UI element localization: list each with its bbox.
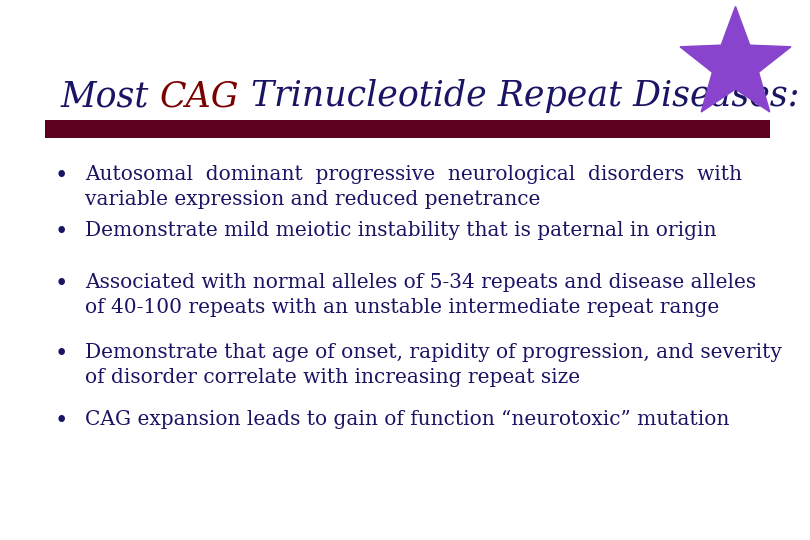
Text: CAG: CAG	[160, 79, 240, 113]
Text: •: •	[55, 165, 69, 187]
Text: Trinucleotide Repeat Diseases:: Trinucleotide Repeat Diseases:	[240, 79, 799, 113]
Text: CAG expansion leads to gain of function “neurotoxic” mutation: CAG expansion leads to gain of function …	[85, 410, 730, 429]
Text: •: •	[55, 273, 69, 295]
Text: Autosomal  dominant  progressive  neurological  disorders  with
variable express: Autosomal dominant progressive neurologi…	[85, 165, 742, 208]
Text: Demonstrate mild meiotic instability that is paternal in origin: Demonstrate mild meiotic instability tha…	[85, 221, 717, 240]
Text: •: •	[55, 410, 69, 433]
Text: Demonstrate that age of onset, rapidity of progression, and severity
of disorder: Demonstrate that age of onset, rapidity …	[85, 343, 782, 387]
Text: Associated with normal alleles of 5-34 repeats and disease alleles
of 40-100 rep: Associated with normal alleles of 5-34 r…	[85, 273, 757, 316]
Bar	[45, 120, 769, 138]
Text: Most: Most	[61, 79, 160, 113]
Polygon shape	[680, 6, 791, 112]
Text: •: •	[55, 221, 69, 244]
Text: •: •	[55, 343, 69, 365]
